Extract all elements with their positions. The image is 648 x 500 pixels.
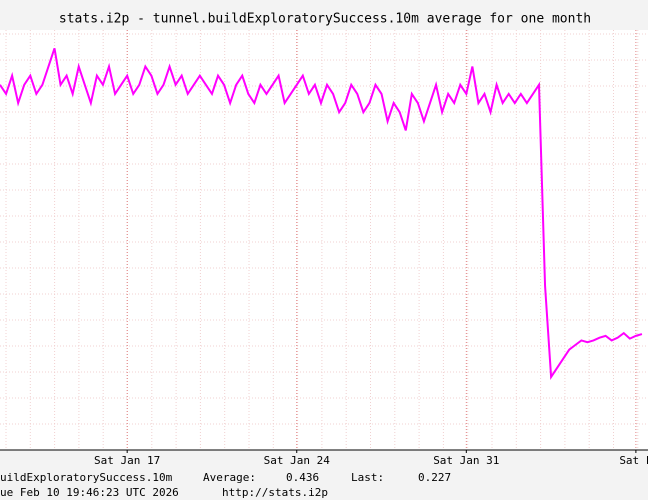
footer-url: http://stats.i2p xyxy=(222,486,328,499)
x-tick-label: Sat Jan 17 xyxy=(94,454,160,467)
footer-timestamp: ue Feb 10 19:46:23 UTC 2026 xyxy=(0,486,179,499)
legend-average: 0.436 xyxy=(286,471,319,484)
series-line xyxy=(0,47,643,380)
legend-average-label: Average: xyxy=(203,471,256,484)
x-tick-label: Sat F xyxy=(619,454,648,467)
legend-last: 0.227 xyxy=(418,471,451,484)
legend-last-label: Last: xyxy=(351,471,384,484)
x-tick-label: Sat Jan 24 xyxy=(264,454,331,467)
legend-series: uildExploratorySuccess.10m xyxy=(0,471,173,484)
chart-title: stats.i2p - tunnel.buildExploratorySucce… xyxy=(59,12,591,27)
x-tick-label: Sat Jan 31 xyxy=(433,454,499,467)
